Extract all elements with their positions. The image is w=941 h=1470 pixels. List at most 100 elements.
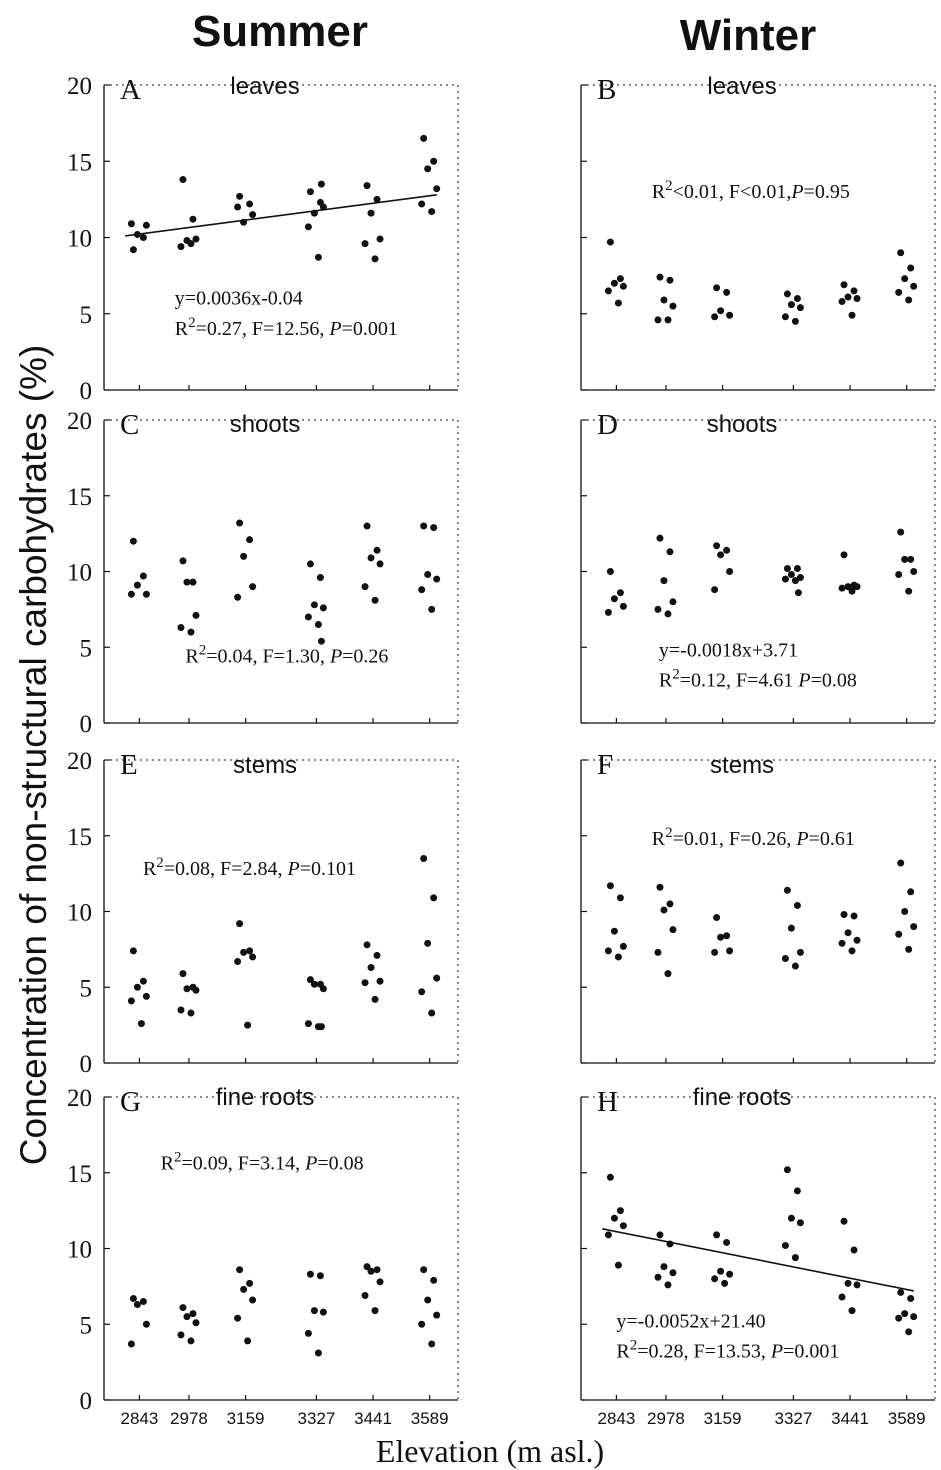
data-point bbox=[907, 556, 914, 563]
data-point bbox=[617, 1207, 624, 1214]
data-point bbox=[428, 1340, 435, 1347]
data-point bbox=[364, 523, 371, 530]
data-point bbox=[187, 1010, 194, 1017]
panel-title: shoots bbox=[707, 411, 778, 438]
data-point bbox=[130, 947, 137, 954]
y-tick-label: 20 bbox=[67, 1085, 92, 1112]
data-point bbox=[792, 1254, 799, 1261]
data-point bbox=[611, 1215, 618, 1222]
stat-annotation: R2=0.27, F=12.56, P=0.001 bbox=[175, 315, 398, 340]
data-point bbox=[311, 981, 318, 988]
y-tick-label: 10 bbox=[67, 1237, 92, 1264]
data-point bbox=[717, 551, 724, 558]
data-point bbox=[307, 1271, 314, 1278]
data-point bbox=[377, 560, 384, 567]
data-point bbox=[656, 884, 663, 891]
data-point bbox=[849, 947, 856, 954]
data-point bbox=[372, 255, 379, 262]
data-point bbox=[424, 940, 431, 947]
data-point bbox=[374, 547, 381, 554]
panel-letter: E bbox=[120, 749, 138, 781]
panel-h: 2843 2978 3159 3327 3441 3589 H fine roots y=-0.… bbox=[581, 1084, 935, 1428]
data-point bbox=[433, 185, 440, 192]
data-point bbox=[845, 293, 852, 300]
data-point bbox=[305, 1020, 312, 1027]
data-point bbox=[418, 1321, 425, 1328]
data-point bbox=[607, 882, 614, 889]
y-tick-label: 15 bbox=[67, 1161, 92, 1188]
column-title-winter: Winter bbox=[680, 11, 817, 60]
data-point bbox=[305, 613, 312, 620]
data-point bbox=[660, 577, 667, 584]
data-point bbox=[377, 1278, 384, 1285]
data-point bbox=[656, 535, 663, 542]
panel-b: BleavesR2<0.01, F<0.01,P=0.95 bbox=[581, 73, 935, 390]
data-point bbox=[372, 597, 379, 604]
data-point bbox=[713, 542, 720, 549]
data-point bbox=[851, 913, 858, 920]
data-point bbox=[362, 240, 369, 247]
y-tick-label: 0 bbox=[80, 1051, 93, 1078]
data-point bbox=[851, 1247, 858, 1254]
data-point bbox=[183, 579, 190, 586]
data-point bbox=[372, 1307, 379, 1314]
data-point bbox=[797, 304, 804, 311]
data-point bbox=[246, 947, 253, 954]
data-point bbox=[143, 993, 150, 1000]
panel-g: 051015202843 2978 3159 3327 3441 3589G fine ro… bbox=[67, 1084, 458, 1428]
regression-line bbox=[125, 195, 437, 236]
data-point bbox=[726, 947, 733, 954]
data-point bbox=[130, 246, 137, 253]
data-point bbox=[183, 1313, 190, 1320]
data-point bbox=[187, 629, 194, 636]
y-tick-label: 15 bbox=[67, 824, 92, 851]
data-point bbox=[794, 565, 801, 572]
panel-title: fine roots bbox=[693, 1084, 792, 1111]
data-point bbox=[424, 165, 431, 172]
data-point bbox=[669, 598, 676, 605]
y-tick-label: 10 bbox=[67, 560, 92, 587]
data-point bbox=[177, 243, 184, 250]
data-point bbox=[782, 576, 789, 583]
data-point bbox=[854, 937, 861, 944]
data-point bbox=[134, 582, 141, 589]
data-point bbox=[372, 996, 379, 1003]
data-point bbox=[177, 624, 184, 631]
data-point bbox=[140, 978, 147, 985]
data-point bbox=[187, 240, 194, 247]
x-tick-label: 3441 bbox=[354, 1409, 392, 1428]
stat-annotation: y=-0.0018x+3.71 bbox=[659, 639, 798, 661]
data-point bbox=[234, 1315, 241, 1322]
data-point bbox=[797, 1219, 804, 1226]
data-point bbox=[664, 1281, 671, 1288]
data-point bbox=[666, 277, 673, 284]
data-point bbox=[315, 1350, 322, 1357]
data-point bbox=[782, 1242, 789, 1249]
data-point bbox=[433, 576, 440, 583]
data-point bbox=[666, 548, 673, 555]
data-point bbox=[244, 1022, 251, 1029]
data-point bbox=[660, 1263, 667, 1270]
data-point bbox=[895, 571, 902, 578]
data-point bbox=[368, 964, 375, 971]
data-point bbox=[364, 182, 371, 189]
data-point bbox=[669, 926, 676, 933]
data-point bbox=[895, 1315, 902, 1322]
data-point bbox=[143, 591, 150, 598]
data-point bbox=[305, 223, 312, 230]
data-point bbox=[841, 551, 848, 558]
y-tick-label: 15 bbox=[67, 149, 92, 176]
data-point bbox=[192, 1319, 199, 1326]
data-point bbox=[784, 887, 791, 894]
data-point bbox=[788, 571, 795, 578]
panel-title: leaves bbox=[707, 73, 776, 100]
data-point bbox=[664, 610, 671, 617]
data-point bbox=[669, 1269, 676, 1276]
data-point bbox=[721, 1280, 728, 1287]
x-tick-label: 2843 bbox=[597, 1409, 635, 1428]
data-point bbox=[236, 1266, 243, 1273]
data-point bbox=[664, 970, 671, 977]
data-point bbox=[433, 975, 440, 982]
data-point bbox=[795, 589, 802, 596]
data-point bbox=[717, 1268, 724, 1275]
